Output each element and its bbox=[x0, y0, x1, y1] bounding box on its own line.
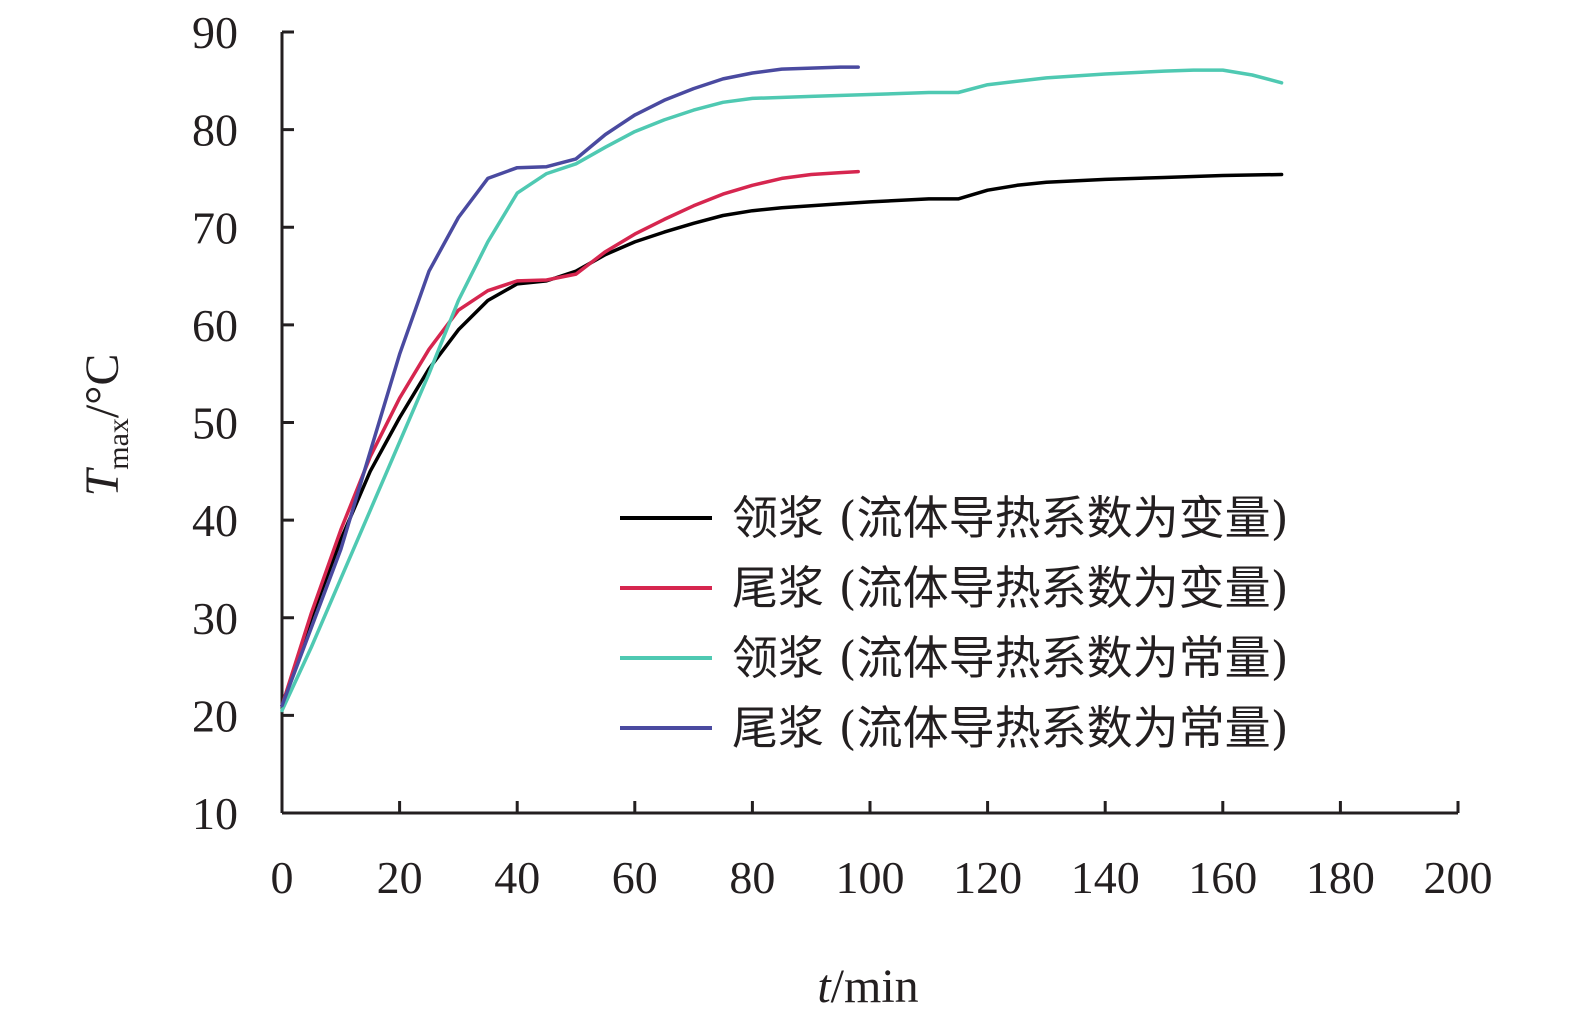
y-tick-label: 90 bbox=[192, 7, 238, 58]
y-axis-ticks: 10 20 30 40 50 60 70 80 90 bbox=[192, 7, 294, 839]
series-line-4 bbox=[280, 65, 860, 708]
x-tick-label: 180 bbox=[1306, 852, 1375, 903]
legend-label: 领浆 (流体导热系数为常量) bbox=[732, 631, 1289, 685]
x-tick-label: 60 bbox=[612, 852, 658, 903]
x-axis-title: t/min bbox=[817, 960, 918, 1013]
x-tick-label: 80 bbox=[729, 852, 775, 903]
legend-item: 尾浆 (流体导热系数为常量) bbox=[620, 701, 1289, 755]
y-axis-var: T bbox=[76, 466, 129, 496]
x-tick-label: 100 bbox=[836, 852, 905, 903]
x-tick-label: 120 bbox=[953, 852, 1022, 903]
y-tick-label: 40 bbox=[192, 495, 238, 546]
y-tick-label: 80 bbox=[192, 105, 238, 156]
plot-area: 10 20 30 40 50 60 70 80 90 0 20 40 60 80 100 120 140 160… bbox=[192, 7, 1493, 903]
legend: 领浆 (流体导热系数为变量) 尾浆 (流体导热系数为变量) 领浆 (流体导热系数为常… bbox=[620, 491, 1289, 755]
y-tick-label: 30 bbox=[192, 593, 238, 644]
legend-label: 尾浆 (流体导热系数为变量) bbox=[732, 561, 1289, 615]
y-tick-label: 70 bbox=[192, 202, 238, 253]
x-tick-label: 140 bbox=[1071, 852, 1140, 903]
series-lines bbox=[280, 65, 1284, 713]
y-tick-label: 60 bbox=[192, 300, 238, 351]
y-tick-label: 10 bbox=[192, 788, 238, 839]
y-axis-title: Tmax/°C bbox=[76, 354, 135, 497]
series-line-3 bbox=[280, 68, 1284, 713]
x-tick-label: 20 bbox=[377, 852, 423, 903]
y-axis-unit: /°C bbox=[76, 354, 129, 419]
x-axis-var: t bbox=[817, 960, 832, 1013]
series-line-1 bbox=[280, 172, 1284, 708]
x-tick-label: 40 bbox=[494, 852, 540, 903]
series-line-2 bbox=[280, 169, 860, 708]
legend-label: 领浆 (流体导热系数为变量) bbox=[732, 491, 1289, 545]
legend-label: 尾浆 (流体导热系数为常量) bbox=[732, 701, 1289, 755]
legend-item: 领浆 (流体导热系数为常量) bbox=[620, 631, 1289, 685]
y-axis-sub: max bbox=[102, 418, 135, 470]
y-tick-label: 50 bbox=[192, 398, 238, 449]
x-axis-unit: /min bbox=[831, 960, 919, 1013]
x-tick-label: 200 bbox=[1424, 852, 1493, 903]
legend-item: 尾浆 (流体导热系数为变量) bbox=[620, 561, 1289, 615]
x-tick-label: 160 bbox=[1188, 852, 1257, 903]
x-tick-label: 0 bbox=[271, 852, 294, 903]
y-tick-label: 20 bbox=[192, 690, 238, 741]
legend-item: 领浆 (流体导热系数为变量) bbox=[620, 491, 1289, 545]
x-axis-ticks: 0 20 40 60 80 100 120 140 160 180 200 bbox=[271, 801, 1493, 903]
